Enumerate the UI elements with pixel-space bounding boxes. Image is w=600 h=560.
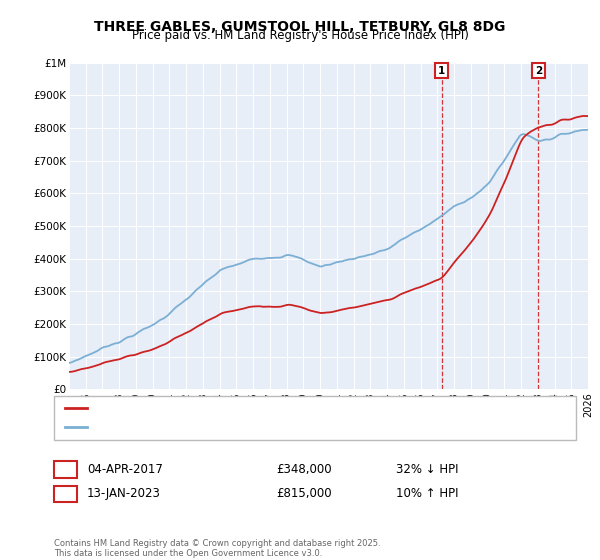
Text: Price paid vs. HM Land Registry's House Price Index (HPI): Price paid vs. HM Land Registry's House … xyxy=(131,29,469,42)
Text: Contains HM Land Registry data © Crown copyright and database right 2025.
This d: Contains HM Land Registry data © Crown c… xyxy=(54,539,380,558)
Text: 04-APR-2017: 04-APR-2017 xyxy=(87,463,163,476)
Text: HPI: Average price, detached house, Cotswold: HPI: Average price, detached house, Cots… xyxy=(91,422,332,432)
Text: £815,000: £815,000 xyxy=(276,487,332,501)
Text: 10% ↑ HPI: 10% ↑ HPI xyxy=(396,487,458,501)
Text: 2: 2 xyxy=(535,66,542,76)
Text: THREE GABLES, GUMSTOOL HILL, TETBURY, GL8 8DG: THREE GABLES, GUMSTOOL HILL, TETBURY, GL… xyxy=(94,20,506,34)
Text: 1: 1 xyxy=(438,66,445,76)
Text: £348,000: £348,000 xyxy=(276,463,332,476)
Text: 13-JAN-2023: 13-JAN-2023 xyxy=(87,487,161,501)
Text: THREE GABLES, GUMSTOOL HILL, TETBURY, GL8 8DG (detached house): THREE GABLES, GUMSTOOL HILL, TETBURY, GL… xyxy=(91,403,463,413)
Text: 2: 2 xyxy=(61,487,70,501)
Text: 1: 1 xyxy=(61,463,70,476)
Text: 32% ↓ HPI: 32% ↓ HPI xyxy=(396,463,458,476)
